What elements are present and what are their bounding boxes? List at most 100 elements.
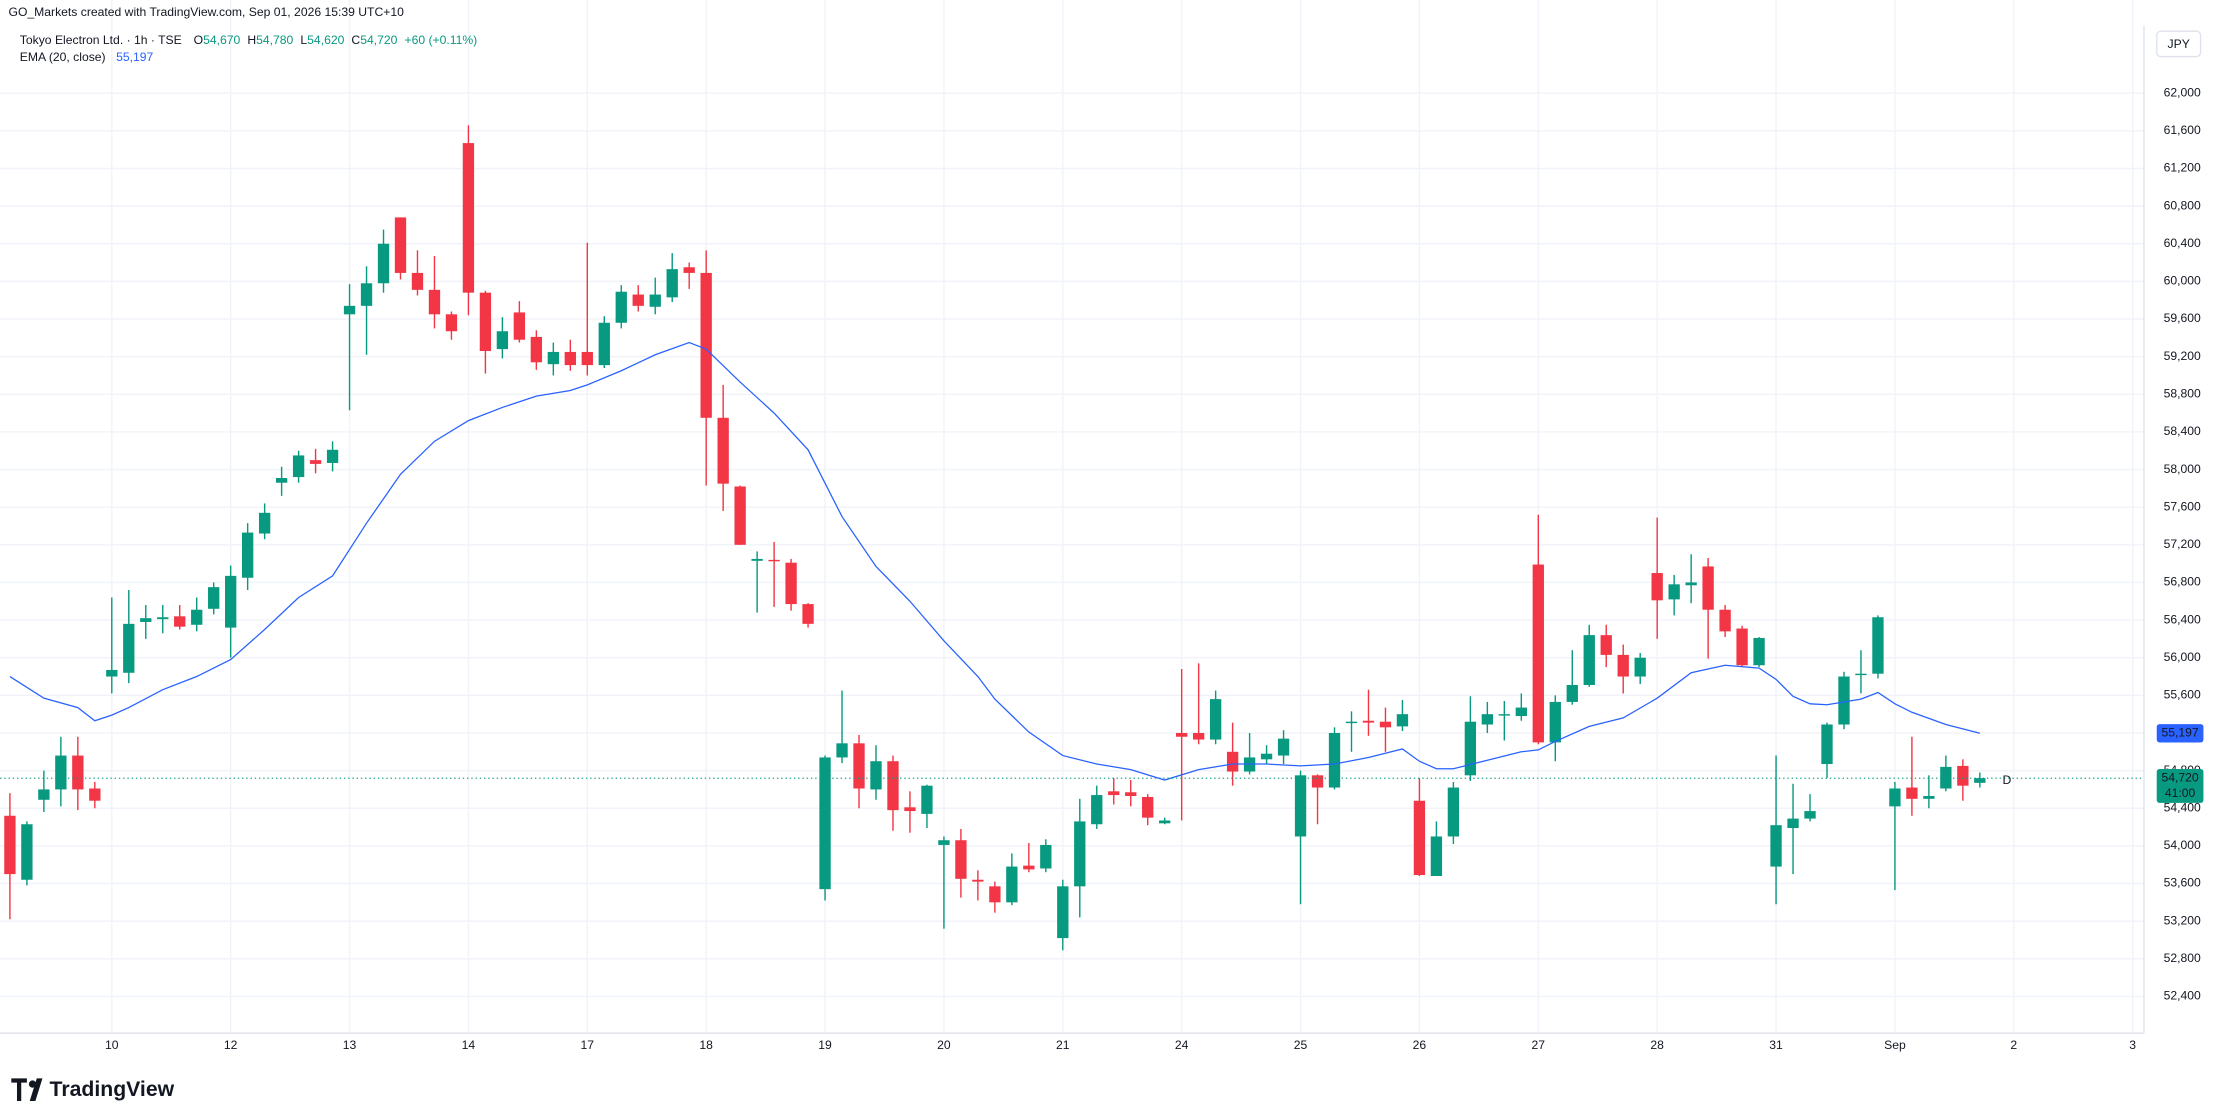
candle-body [377,243,390,284]
candle-body [700,272,712,418]
candle-body [1379,721,1392,728]
candle-body [972,879,984,882]
candle-body [360,283,373,306]
y-tick-label: 52,400 [2164,989,2201,1003]
x-tick-label: 21 [1056,1038,1070,1052]
candle-body [802,604,814,624]
y-tick-label: 61,200 [2164,161,2201,175]
candle-body [1787,818,1799,829]
candle-body [547,351,559,365]
candle-body [785,562,797,605]
candle-body [1736,628,1748,666]
candle-body [717,417,729,484]
candle-body [106,669,118,677]
y-tick-label: 53,600 [2164,876,2201,890]
logo-icon [28,1080,37,1088]
y-tick-label: 54,000 [2164,838,2201,852]
x-tick-label: 19 [818,1038,832,1052]
ema-value[interactable]: 55,197 [116,50,153,64]
candle-body [938,840,950,845]
candle-body [1651,573,1663,601]
candle-body [632,294,644,306]
logo-text: TradingView [50,1078,175,1101]
candle-body [1328,732,1341,788]
candle-body [140,618,152,622]
candle-body [1311,775,1324,788]
x-tick-label: 3 [2129,1038,2136,1052]
ema-legend: EMA (20, close) 55,197 [20,50,154,64]
candle-body [853,743,865,789]
candle-body [1974,778,1986,783]
ohlc-key: H [247,33,256,47]
currency-button[interactable] [2156,30,2202,58]
x-tick-label: 26 [1413,1038,1427,1052]
y-tick-label: 55,600 [2164,688,2201,702]
candle-body [55,755,67,790]
candle-body [258,512,271,534]
candle-body [1685,582,1697,586]
candle-body [1040,844,1052,869]
y-tick-label: 59,600 [2164,311,2201,325]
candle-body [123,623,135,673]
candle-body [1226,751,1239,772]
candle-body [1294,775,1307,837]
candle-body [1362,720,1375,723]
y-tick-label: 57,600 [2164,499,2201,513]
x-tick-label: 18 [699,1038,713,1052]
candle-body [72,755,84,790]
candle-body [1447,787,1460,837]
x-tick-label: 13 [343,1038,357,1052]
candle-body [1617,654,1629,677]
ohlc-value: 54,670 [203,33,240,47]
candle-body [1481,714,1494,725]
candle-body [1057,886,1069,939]
currency[interactable]: JPY [2168,37,2190,51]
candle-body [615,291,627,323]
x-tick-label: 17 [581,1038,595,1052]
ohlc-key: C [351,33,360,47]
candle-body [326,449,339,463]
ohlc-value: 54,620 [307,33,344,47]
y-tick-label: 59,200 [2164,349,2201,363]
logo-icon [29,1078,43,1102]
candle-body [1702,566,1714,610]
symbol: Tokyo Electron Ltd. · 1h · TSE [20,33,182,47]
ohlc-value: 54,780 [256,33,293,47]
candle-body [1396,714,1409,727]
x-tick-label: 27 [1532,1038,1546,1052]
ema-name: EMA (20, close) [20,50,106,64]
candle-body [1142,796,1154,818]
candle-body [1549,701,1561,743]
candle-body [157,617,169,620]
candle-body [343,305,356,315]
x-tick-label: 12 [224,1038,238,1052]
candle-body [751,558,763,561]
candle-body [1006,866,1018,903]
ema-price-tag [2156,724,2204,743]
candle-body [768,559,780,562]
candle-body [89,788,101,801]
candle-body [734,486,746,545]
candle-body [394,217,407,273]
candle-body [1872,617,1884,674]
y-tick-label: 52,800 [2164,951,2201,965]
candle-body [819,757,831,890]
candle-body [1753,637,1765,666]
candle-body [1176,732,1188,737]
candle-body [428,289,441,315]
candle-body [445,314,458,332]
y-tick-label: 60,000 [2164,274,2201,288]
candle-body [309,460,322,464]
candle-body [1923,796,1935,799]
x-tick-label: 31 [1769,1038,1783,1052]
candle-body [225,575,237,628]
candle-body [921,785,933,814]
candle-body [462,143,475,293]
x-tick-label: 25 [1294,1038,1308,1052]
candle-body [1600,635,1612,655]
candle-body [1889,788,1901,807]
y-tick-label: 58,800 [2164,386,2201,400]
candle-body [1023,865,1035,870]
